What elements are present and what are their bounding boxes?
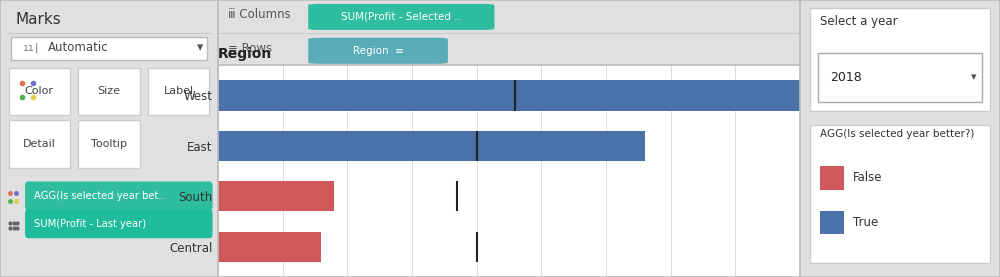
Text: SUM(Profit - Selected ..: SUM(Profit - Selected ..	[341, 12, 461, 22]
Text: Detail: Detail	[23, 139, 56, 149]
FancyBboxPatch shape	[148, 68, 209, 115]
Text: ıı|: ıı|	[22, 43, 39, 53]
Text: ≡ Rows: ≡ Rows	[228, 42, 273, 55]
FancyBboxPatch shape	[308, 38, 448, 64]
Text: Label: Label	[164, 86, 194, 96]
FancyBboxPatch shape	[78, 68, 140, 115]
Bar	[820, 166, 844, 190]
FancyBboxPatch shape	[308, 4, 494, 30]
Text: Automatic: Automatic	[48, 42, 109, 54]
Text: Region: Region	[218, 47, 272, 61]
Bar	[218, 80, 800, 111]
Text: SUM(Profit - Last year): SUM(Profit - Last year)	[34, 219, 146, 229]
FancyBboxPatch shape	[78, 120, 140, 168]
FancyBboxPatch shape	[9, 120, 70, 168]
FancyBboxPatch shape	[818, 53, 982, 102]
Text: ⅲ Columns: ⅲ Columns	[228, 9, 291, 22]
Text: ▾: ▾	[197, 42, 204, 54]
Text: Region  ≡: Region ≡	[353, 46, 403, 56]
Text: 2018: 2018	[830, 71, 862, 83]
Text: Select a year: Select a year	[820, 15, 898, 28]
Text: Marks: Marks	[15, 12, 61, 27]
Text: AGG(Is selected year better?): AGG(Is selected year better?)	[820, 129, 974, 139]
Text: False: False	[853, 171, 883, 184]
Bar	[218, 131, 645, 161]
Bar	[218, 65, 800, 277]
Text: Color: Color	[25, 86, 54, 96]
Bar	[218, 232, 321, 262]
Bar	[820, 211, 844, 234]
FancyBboxPatch shape	[25, 181, 213, 211]
Text: Tooltip: Tooltip	[91, 139, 127, 149]
Text: True: True	[853, 216, 878, 229]
Text: Size: Size	[98, 86, 120, 96]
FancyBboxPatch shape	[9, 68, 70, 115]
Bar	[218, 181, 334, 211]
FancyBboxPatch shape	[810, 8, 990, 111]
Text: AGG(Is selected year bet..: AGG(Is selected year bet..	[34, 191, 165, 201]
Text: ▾: ▾	[971, 72, 977, 82]
FancyBboxPatch shape	[810, 125, 990, 263]
FancyBboxPatch shape	[11, 37, 207, 60]
FancyBboxPatch shape	[25, 209, 213, 238]
